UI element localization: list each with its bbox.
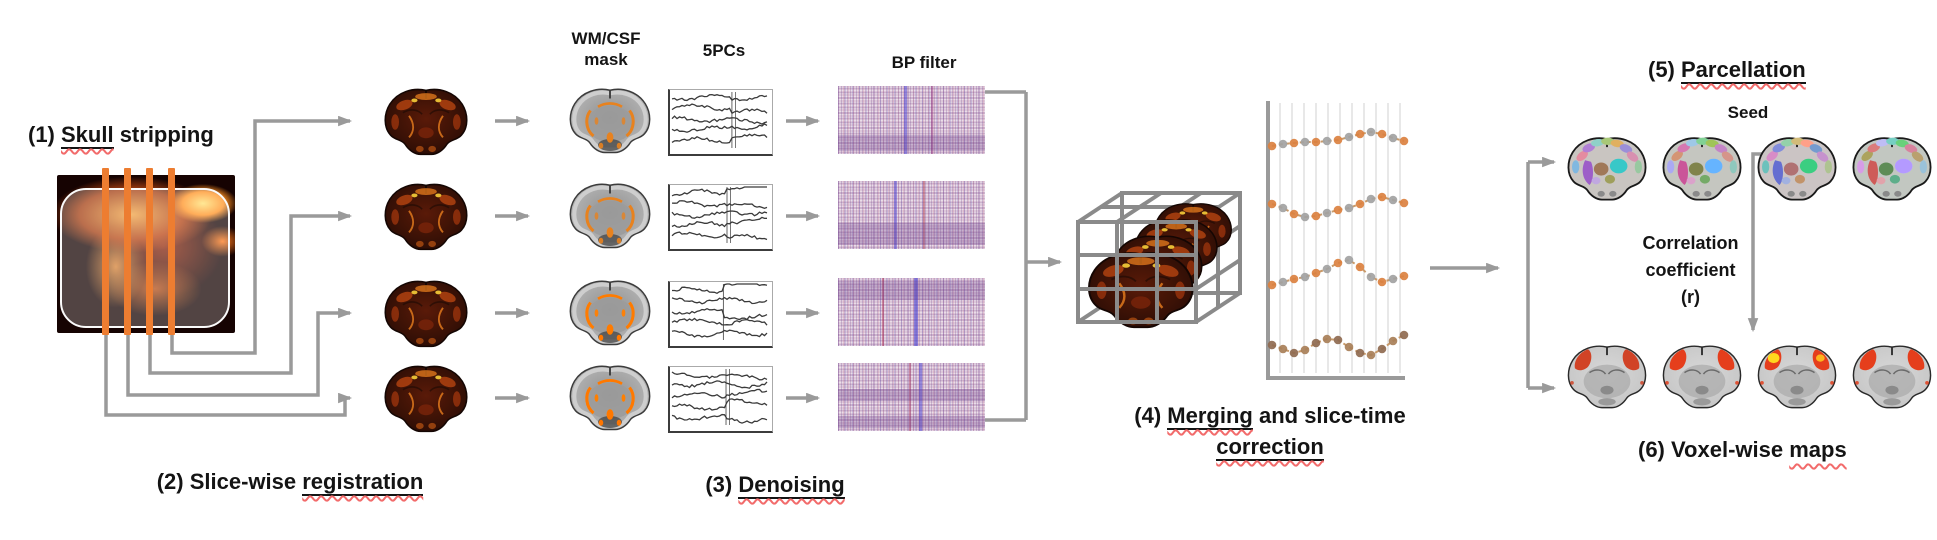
correlation-coefficient-label: Correlation coefficient (r)	[1642, 233, 1739, 307]
wmcsf-mask-slice-4	[562, 362, 658, 434]
wmcsf-mask-slice-1	[562, 85, 658, 157]
brain-mask-outline	[60, 188, 230, 328]
step2-emph: registration	[302, 469, 424, 496]
step4-label: (4) Merging and slice-time correction	[1090, 400, 1450, 462]
wmcsf-mask-slice-3	[562, 277, 658, 349]
parcellation-slice-3	[1753, 134, 1841, 204]
step6-prefix: (6) Voxel-wise	[1638, 437, 1790, 462]
step5-label: (5) Parcellation	[1648, 56, 1806, 84]
parcellation-slice-1	[1563, 134, 1651, 204]
step6-label: (6) Voxel-wise maps	[1638, 436, 1847, 464]
5pcs-label: 5PCs	[702, 41, 746, 60]
voxel-map-slice-1	[1563, 342, 1651, 412]
pc-traces-plot-2	[668, 184, 773, 251]
registered-slice-1	[374, 85, 478, 159]
bp-carpet-plot-4	[838, 363, 985, 431]
registered-slice-3	[374, 277, 478, 351]
slice-line-1	[102, 168, 109, 335]
pc-traces-plot-1	[668, 89, 773, 156]
step3-emph: Denoising	[738, 472, 845, 499]
slice-line-4	[168, 168, 175, 335]
step5-prefix: (5)	[1648, 57, 1681, 82]
step4-emph2: correction	[1216, 434, 1324, 461]
wmcsf-mask-label: WM/CSF mask	[571, 29, 641, 69]
voxel-map-slice-3	[1753, 342, 1841, 412]
step2-label: (2) Slice-wise registration	[140, 468, 440, 496]
step4-emph1: Merging	[1167, 403, 1253, 430]
parcellation-slice-4	[1848, 134, 1936, 204]
step1-emph: Skull	[61, 122, 114, 149]
step3-label: (3) Denoising	[645, 471, 905, 499]
step4-prefix: (4)	[1134, 403, 1168, 428]
step2-prefix: (2) Slice-wise	[156, 469, 303, 494]
bp-carpet-plot-3	[838, 278, 985, 346]
slice-timecourse-plot	[1266, 101, 1409, 380]
bp-filter-label: BP filter	[891, 53, 957, 72]
bp-carpet-plot-2	[838, 181, 985, 249]
pc-traces-plot-3	[668, 281, 773, 348]
registered-slice-2	[374, 180, 478, 254]
slice-line-3	[146, 168, 153, 335]
step6-emph: maps	[1789, 437, 1847, 462]
registered-slice-4	[374, 362, 478, 436]
step5-emph: Parcellation	[1681, 57, 1806, 84]
voxel-map-slice-2	[1658, 342, 1746, 412]
slice-line-2	[124, 168, 131, 335]
pc-traces-plot-4	[668, 366, 773, 433]
bp-carpet-plot-1	[838, 86, 985, 154]
step1-label: (1) Skull stripping	[28, 121, 214, 149]
merged-volume-cube	[1076, 191, 1242, 350]
seed-label: Seed	[1727, 103, 1769, 122]
step3-prefix: (3)	[705, 472, 739, 497]
parcellation-slice-2	[1658, 134, 1746, 204]
step1-suffix: stripping	[113, 122, 214, 147]
step1-prefix: (1)	[28, 122, 61, 147]
wmcsf-mask-slice-2	[562, 180, 658, 252]
voxel-map-slice-4	[1848, 342, 1936, 412]
step4-mid: and slice-time	[1252, 403, 1406, 428]
